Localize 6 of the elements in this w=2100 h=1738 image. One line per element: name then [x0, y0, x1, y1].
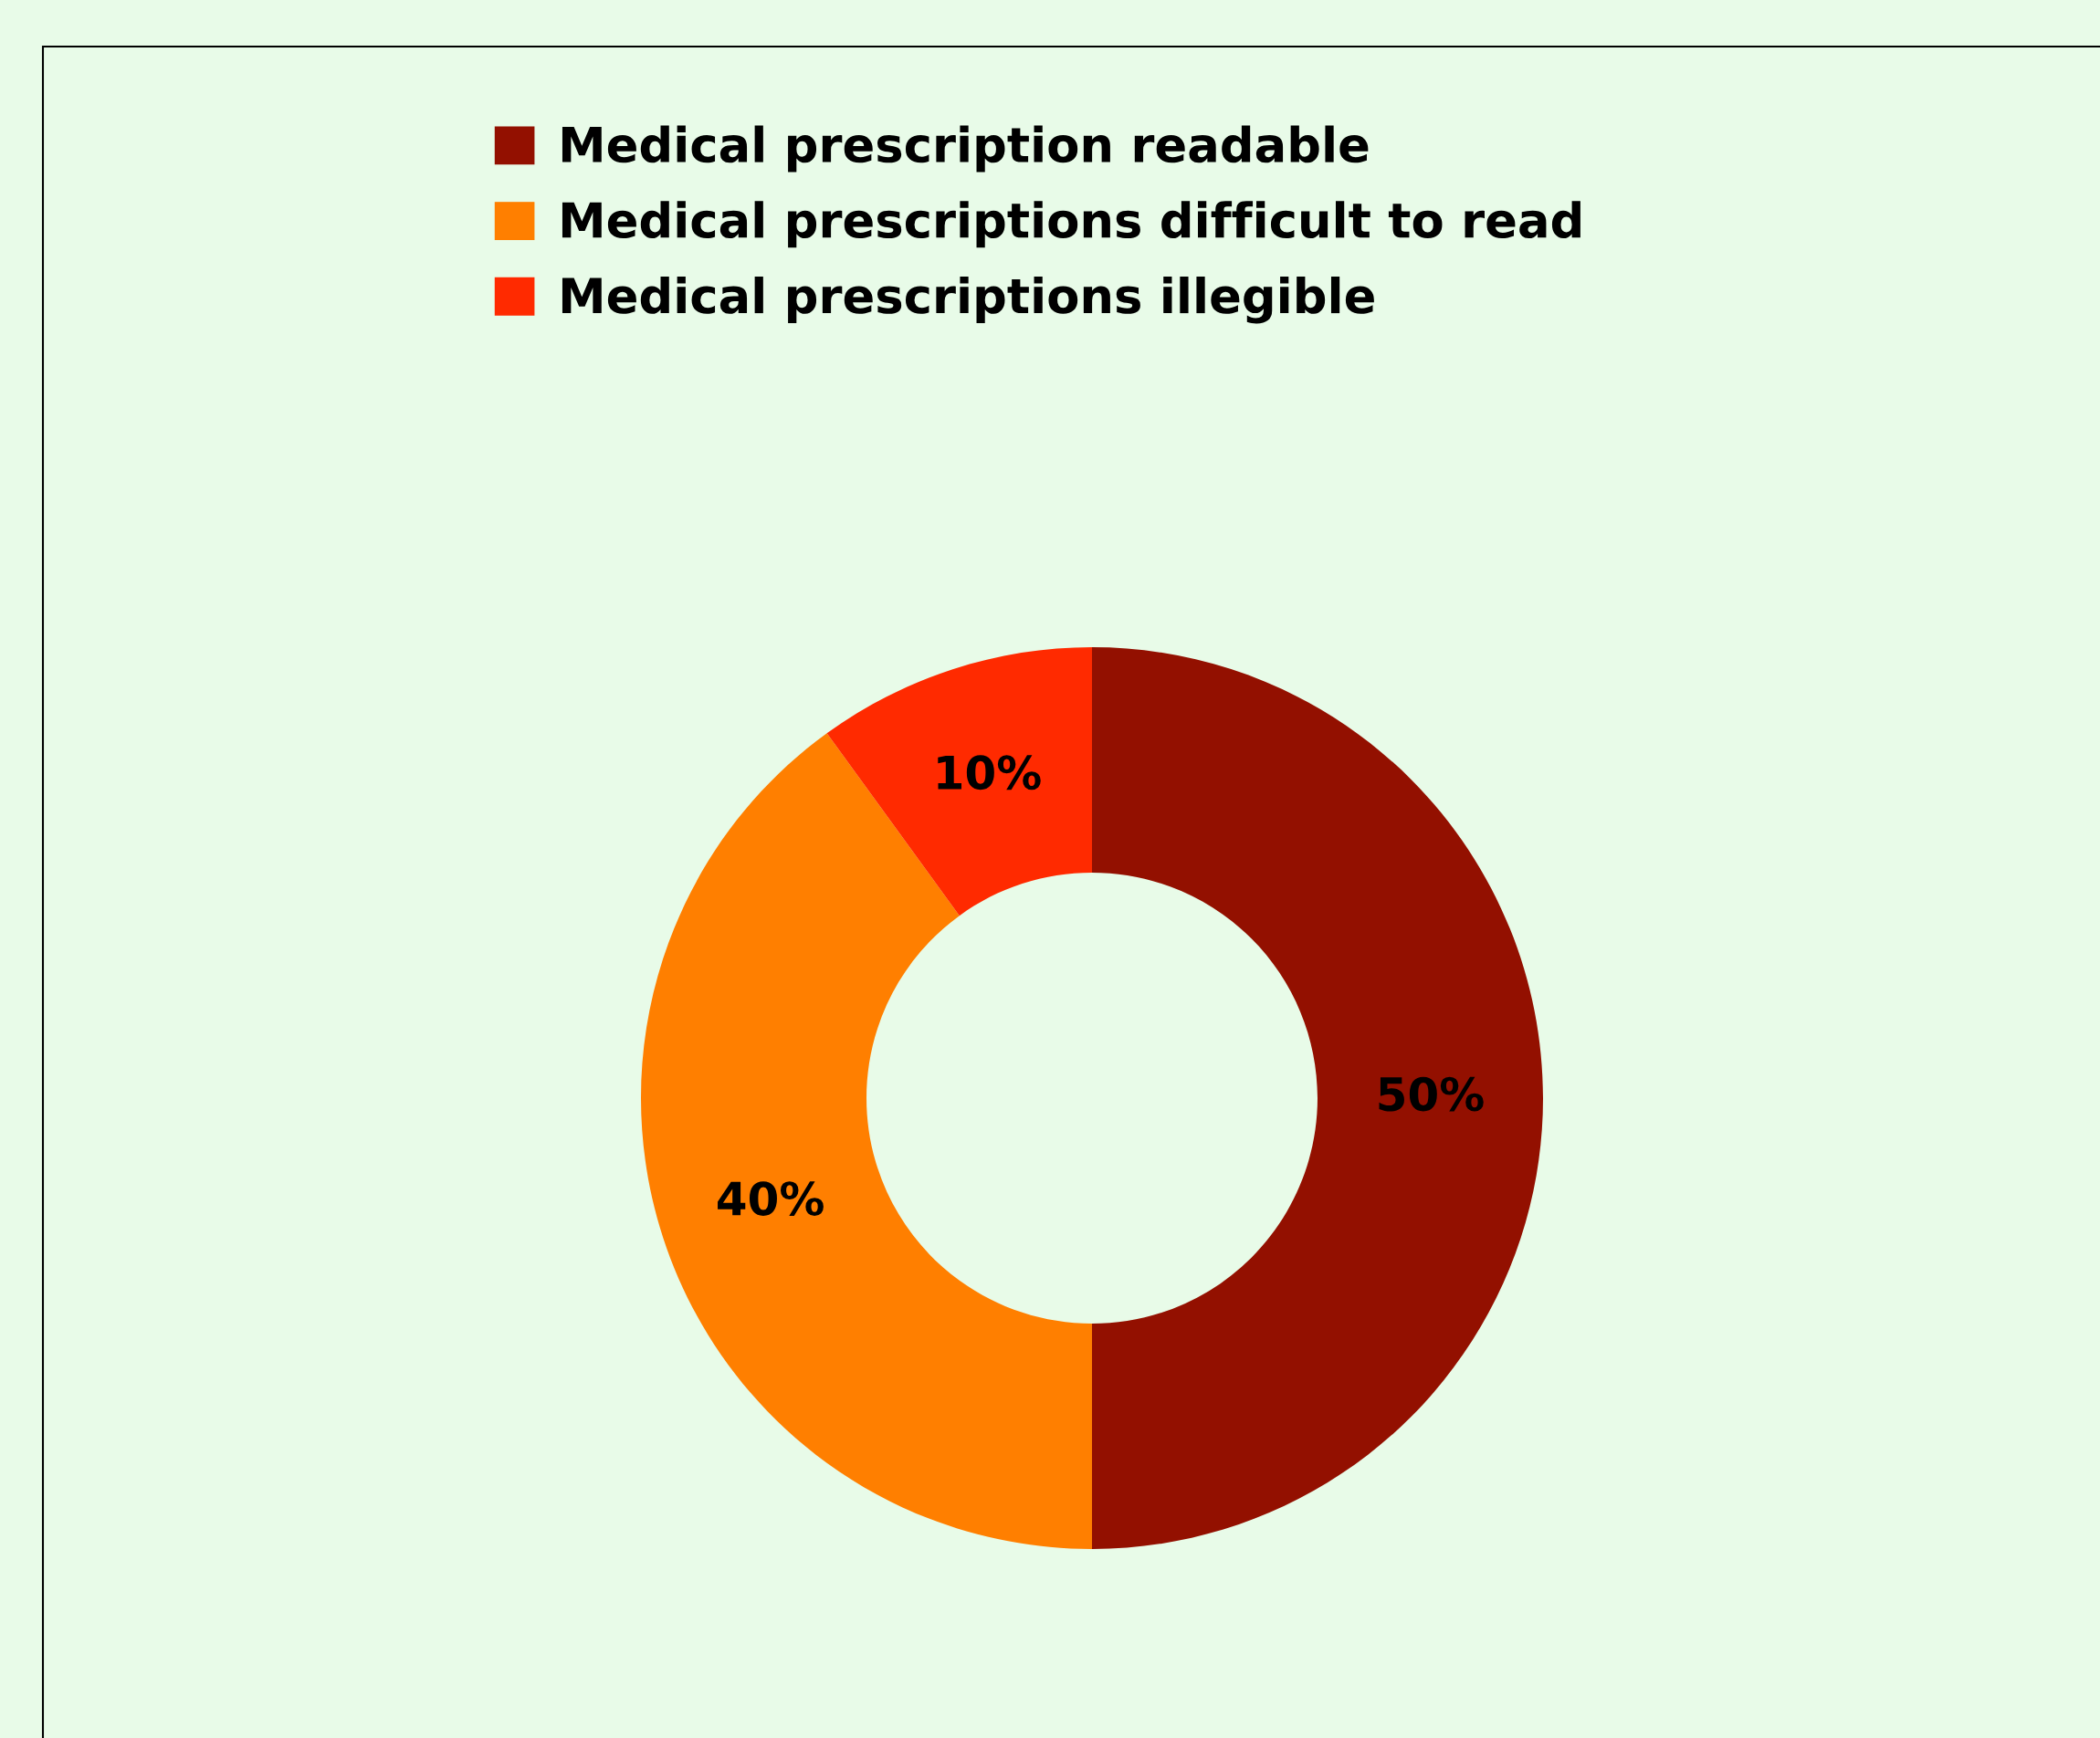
legend-label: Medical prescription readable — [562, 125, 1369, 173]
data-label: 40% — [718, 1181, 824, 1216]
legend-label: Medical prescriptions illegible — [562, 276, 1374, 324]
legend-label: Medical prescriptions difficult to read — [562, 201, 1580, 248]
data-label: 50% — [1379, 1076, 1484, 1112]
data-label: 10% — [938, 755, 1041, 790]
